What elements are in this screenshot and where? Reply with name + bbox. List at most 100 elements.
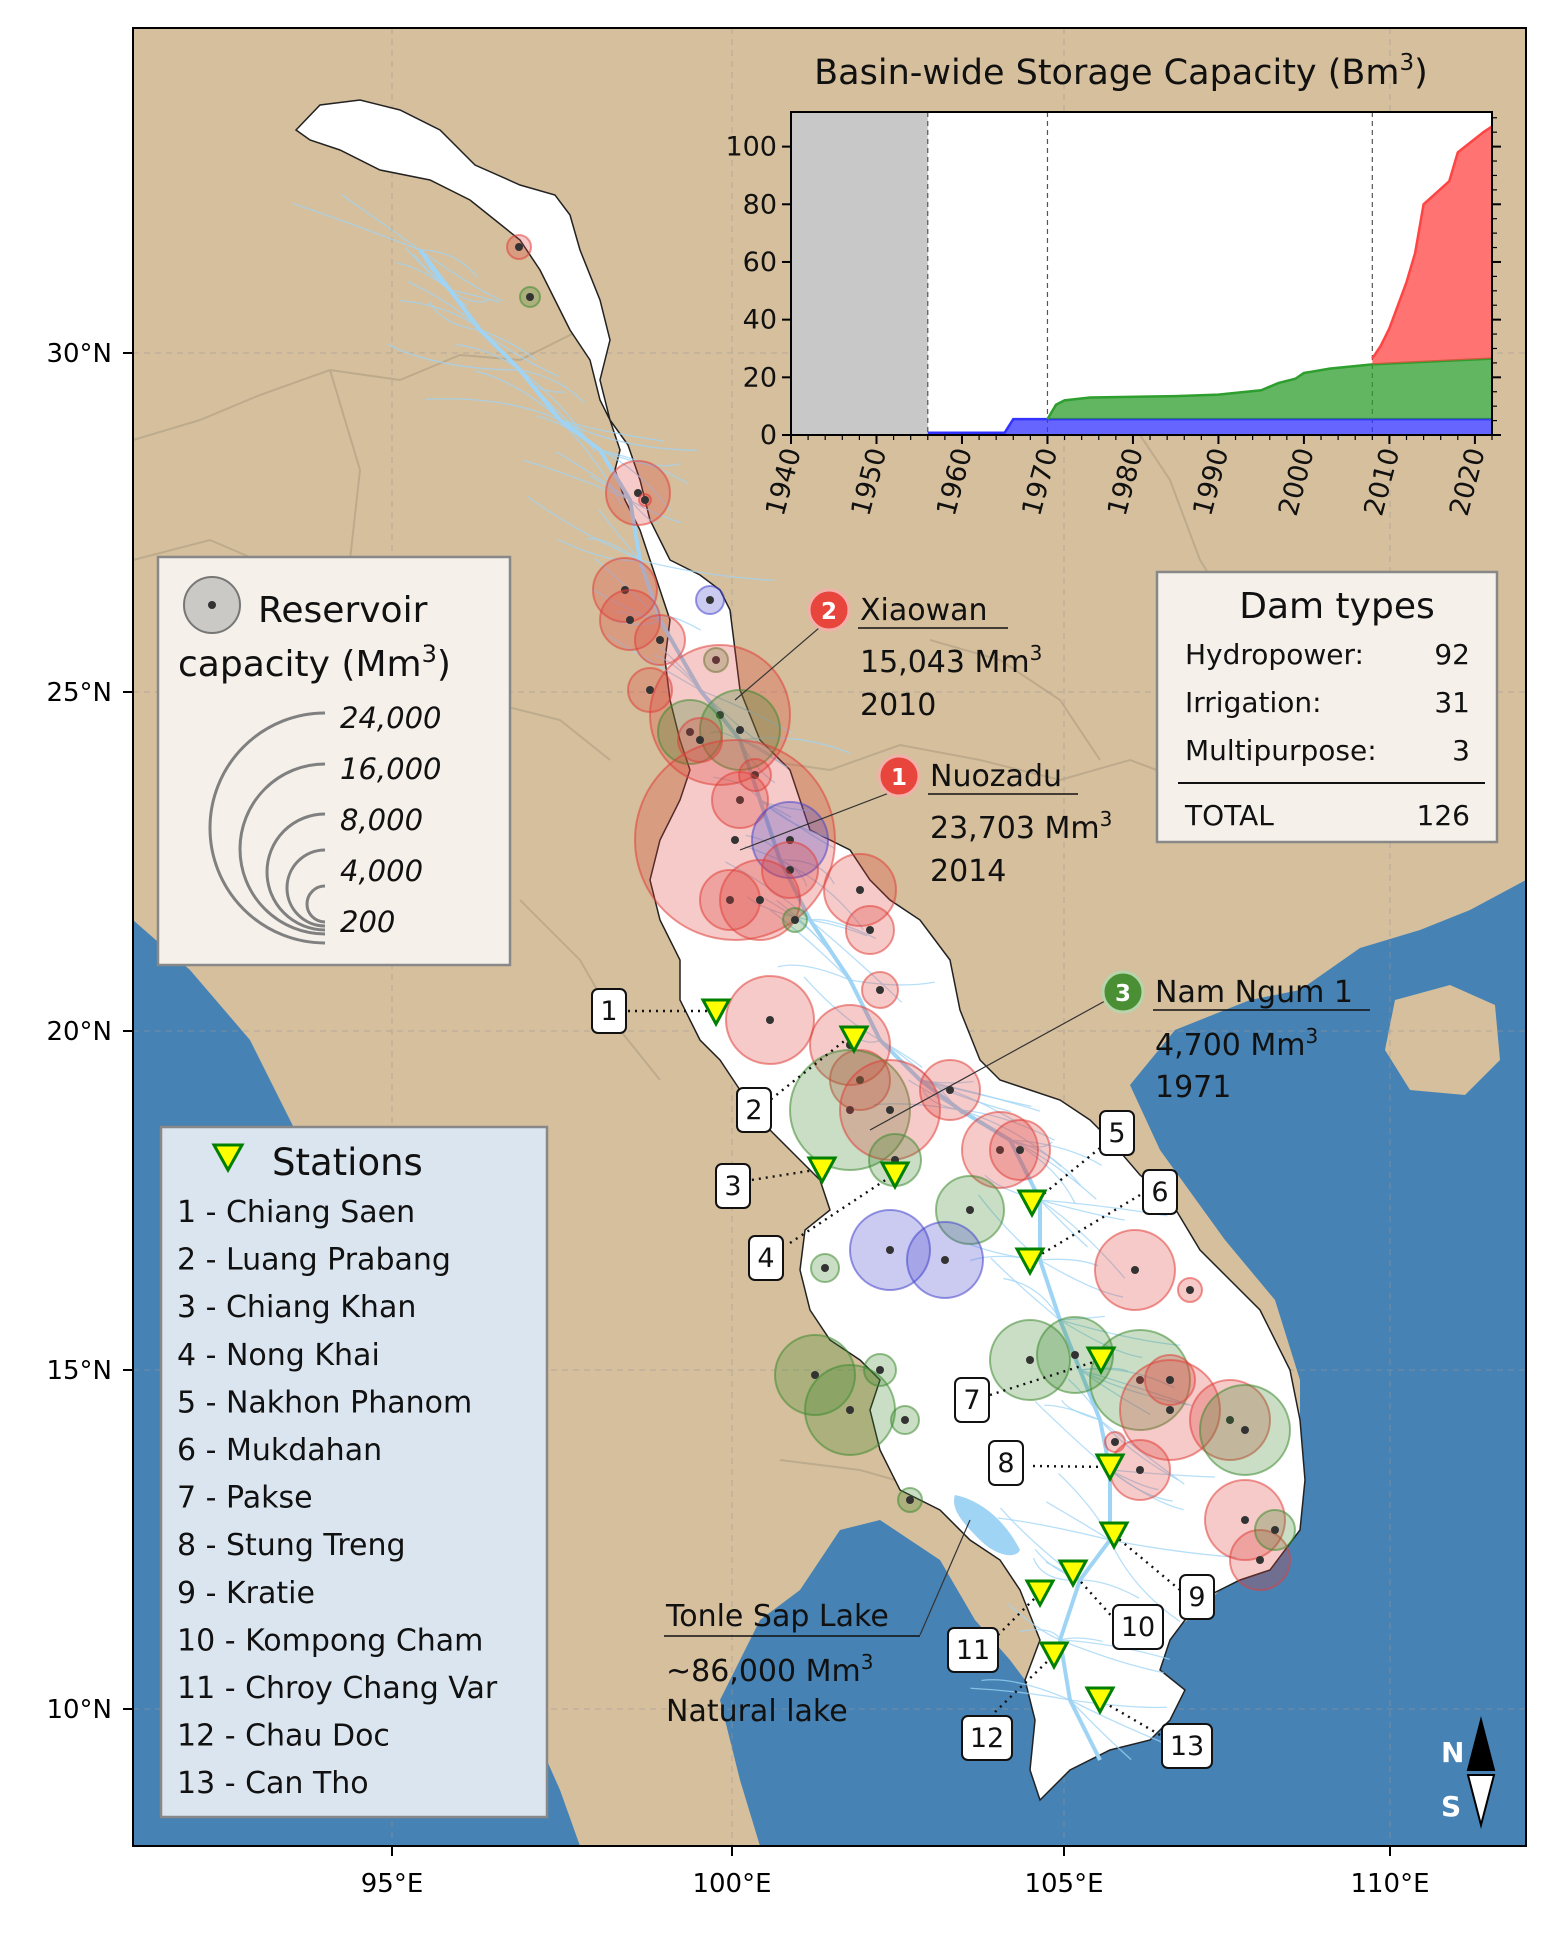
dam-dot	[756, 896, 764, 904]
stations-legend: Stations 1 - Chiang Saen 2 - Luang Praban…	[159, 1125, 549, 1819]
tributary	[1009, 1139, 1076, 1204]
dam-dot	[856, 886, 864, 894]
tributary	[746, 896, 811, 921]
dam-dot	[641, 496, 649, 504]
north-arrow-icon	[1466, 1716, 1496, 1771]
tributary	[1109, 1469, 1159, 1491]
station-number-box	[1142, 1169, 1178, 1215]
tributary	[919, 1079, 1011, 1113]
tributary	[1007, 1603, 1061, 1641]
dam-dot	[526, 293, 534, 301]
lat-tick-20: 20°N	[46, 1017, 112, 1047]
tributary	[536, 415, 601, 451]
tributary	[779, 859, 835, 885]
tributary	[1039, 1199, 1125, 1221]
station-number-box	[1112, 1604, 1164, 1650]
station-marker	[1098, 1521, 1130, 1551]
tributary	[396, 262, 451, 291]
dam-dot	[646, 686, 654, 694]
tributary	[803, 976, 881, 1041]
station-list-item: 3 - Chiang Khan	[177, 1290, 416, 1325]
tributary	[1079, 1368, 1175, 1389]
station-number-10: 10	[1121, 1612, 1155, 1643]
tributary	[455, 343, 521, 371]
tributary	[990, 1257, 1061, 1321]
tributary	[879, 1039, 937, 1094]
lat-lon-ticks: 95°E 100°E 105°E 110°E 30°N 25°N 20°N 15…	[46, 339, 1429, 1899]
tributary	[419, 249, 478, 278]
station-number-1: 1	[600, 996, 617, 1027]
y-tick-0: 0	[760, 420, 777, 451]
tributary	[599, 449, 681, 467]
tributary	[1009, 1139, 1102, 1166]
tributary	[1069, 1699, 1168, 1709]
tributary	[449, 289, 500, 303]
land-hainan	[1385, 985, 1500, 1095]
annotation-nam-ngum-1: 3 Nam Ngum 1 4,700 Mm3 1971	[1101, 970, 1370, 1105]
tributary	[699, 689, 793, 734]
tributary	[997, 1517, 1111, 1541]
station-number-6: 6	[1151, 1177, 1168, 1208]
tributary	[654, 654, 701, 691]
tributary	[519, 369, 585, 404]
station-list-item: 1 - Chiang Saen	[177, 1195, 415, 1230]
tributary	[809, 919, 903, 1003]
dam-dot	[791, 916, 799, 924]
dam-dot	[886, 1246, 894, 1254]
y-tick-20: 20	[743, 362, 777, 393]
station-marker	[1094, 1453, 1126, 1483]
dam-capacity-nam-ngum-1: 4,700 Mm3	[1155, 1024, 1318, 1063]
dam-dot	[901, 1416, 909, 1424]
station-number-2: 2	[745, 1095, 762, 1126]
station-number-box	[591, 988, 627, 1034]
dam-year-nuozadu: 2014	[930, 854, 1006, 889]
dam-dot	[846, 1406, 854, 1414]
station-number-7: 7	[963, 1385, 980, 1416]
station-number-4: 4	[757, 1243, 774, 1274]
tributary	[519, 369, 566, 393]
dam-dot	[1186, 1286, 1194, 1294]
tributary	[1109, 1539, 1237, 1559]
storage-line-series-2	[1046, 357, 1493, 420]
south-arrow-icon	[1466, 1774, 1496, 1829]
dam-dot	[876, 986, 884, 994]
dam-dot	[634, 489, 642, 497]
legend-size-arc	[285, 848, 326, 928]
station-list-item: 8 - Stung Treng	[177, 1528, 406, 1563]
tributary	[479, 329, 560, 378]
annotation-tonle-sap: Tonle Sap Lake ~86,000 Mm3 Natural lake	[664, 1599, 920, 1729]
legend-size-arcs	[208, 711, 326, 945]
tributary	[1009, 1139, 1082, 1186]
dam-dot	[966, 1206, 974, 1214]
dam-capacity-nuozadu: 23,703 Mm3	[930, 807, 1112, 846]
tributary	[1059, 1315, 1105, 1321]
station-list-item: 11 - Chroy Chang Var	[177, 1671, 498, 1706]
stations-legend-title: Stations	[272, 1141, 423, 1184]
dam-capacity-xiaowan: 15,043 Mm3	[860, 641, 1042, 680]
tributary	[1109, 1469, 1216, 1478]
station-markers	[700, 998, 1130, 1716]
legend-dam-dot	[208, 601, 216, 609]
legend-value-200: 200	[340, 905, 395, 939]
dam-dot	[846, 1106, 854, 1114]
legend-size-arc	[208, 711, 326, 945]
station-marker	[1084, 1686, 1116, 1716]
tributary	[387, 344, 521, 371]
station-number-9: 9	[1188, 1582, 1205, 1613]
tributary	[879, 1039, 923, 1069]
tributary	[598, 509, 641, 561]
dam-dot	[1136, 1466, 1144, 1474]
tributary	[419, 249, 468, 307]
tributary	[629, 499, 658, 524]
station-number-box	[1179, 1574, 1215, 1620]
lat-tick-30: 30°N	[46, 339, 112, 369]
station-leaders	[628, 1009, 1181, 1737]
dam-dot	[811, 1371, 819, 1379]
lat-tick-25: 25°N	[46, 678, 112, 708]
rank-badge-2: 2	[821, 599, 837, 625]
station-number-box	[954, 1377, 990, 1423]
dam-dot	[515, 243, 523, 251]
dam-dot	[996, 1146, 1004, 1154]
